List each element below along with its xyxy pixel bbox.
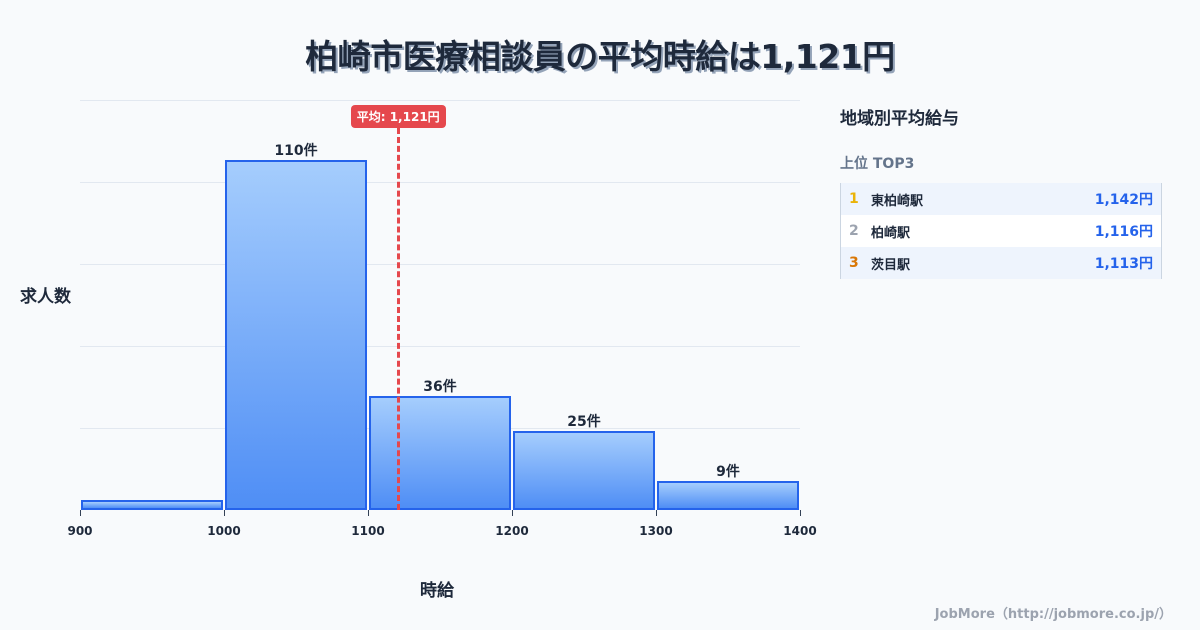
bar-value-label: 110件 [274, 143, 318, 160]
x-tick-label: 1000 [207, 524, 241, 538]
histogram-bar [369, 395, 511, 510]
station-name: 東柏崎駅 [871, 193, 924, 209]
rank-number: 2 [849, 223, 859, 239]
x-tick [368, 510, 369, 516]
x-tick [80, 510, 81, 516]
x-tick [656, 510, 657, 516]
gridline [80, 264, 800, 265]
x-tick [224, 510, 225, 516]
histogram-chart: 110件 36件 25件 9件 900 1000 1100 1200 1300 1400 平均:… [20, 100, 817, 601]
average-wage: 1,113円 [1094, 256, 1153, 272]
ranking-row: 3 茨目駅 1,113円 [841, 247, 1161, 279]
gridline [80, 182, 800, 183]
histogram-bar [513, 430, 655, 510]
histogram-bar [657, 481, 799, 510]
average-badge: 平均: 1,121円 [350, 105, 446, 128]
average-wage: 1,142円 [1094, 192, 1153, 208]
rank-number: 3 [849, 255, 859, 271]
x-tick-label: 1400 [783, 524, 817, 538]
x-tick [512, 510, 513, 516]
panel-title: 地域別平均給与 [840, 109, 959, 129]
ranking-row: 1 東柏崎駅 1,142円 [841, 183, 1161, 215]
page-title: 柏崎市医療相談員の平均時給は1,121円 [305, 37, 895, 76]
x-tick [800, 510, 801, 516]
x-axis-label: 時給 [420, 581, 454, 601]
y-axis-label: 求人数 [20, 287, 71, 307]
bar-value-label: 25件 [567, 413, 601, 430]
histogram-bar [225, 160, 367, 510]
bar-value-label: 9件 [716, 464, 740, 481]
station-name: 柏崎駅 [871, 225, 911, 241]
x-tick-label: 1200 [495, 524, 529, 538]
rank-number: 1 [849, 191, 859, 207]
bar-value-label: 36件 [423, 378, 457, 395]
ranking-table: 1 東柏崎駅 1,142円 2 柏崎駅 1,116円 3 茨目駅 1,113円 [840, 183, 1162, 279]
ranking-row: 2 柏崎駅 1,116円 [841, 215, 1161, 247]
station-name: 茨目駅 [871, 257, 911, 273]
histogram-bar [81, 500, 223, 510]
x-tick-label: 1300 [639, 524, 673, 538]
footer-credit: JobMore（http://jobmore.co.jp/） [934, 607, 1172, 622]
regional-salary-panel: 地域別平均給与 上位 TOP3 1 東柏崎駅 1,142円 2 柏崎駅 1,11… [840, 104, 1162, 279]
gridline [80, 346, 800, 347]
panel-subtitle: 上位 TOP3 [840, 156, 915, 172]
gridline [80, 100, 800, 101]
average-wage: 1,116円 [1094, 224, 1153, 240]
average-line [397, 128, 401, 510]
x-tick-label: 1100 [351, 524, 385, 538]
x-tick-label: 900 [67, 524, 93, 538]
